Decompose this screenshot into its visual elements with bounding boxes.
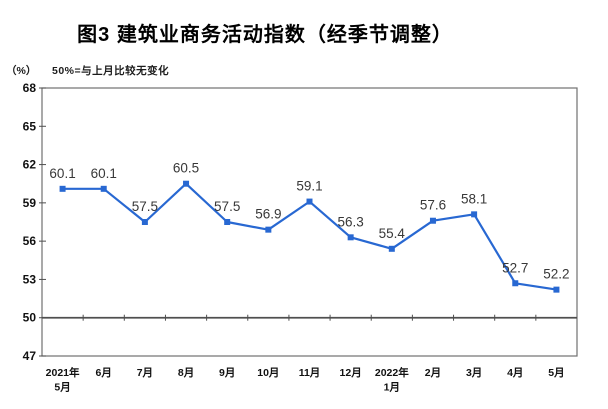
data-point-marker: [429, 217, 436, 224]
value-label: 60.1: [91, 166, 117, 181]
x-axis-label: 11月: [299, 367, 321, 379]
y-axis-tick-label: 62: [23, 158, 37, 172]
value-label: 60.5: [173, 161, 199, 176]
plot-frame: [41, 87, 578, 357]
data-point-marker: [183, 180, 190, 187]
chart-title: 图3 建筑业商务活动指数（经季节调整）: [77, 24, 453, 46]
data-point-marker: [224, 219, 231, 225]
value-label: 57.5: [214, 199, 240, 214]
x-axis-label: 4月: [507, 367, 523, 379]
data-point-marker: [512, 280, 519, 287]
y-axis-tick-label: 50: [23, 311, 37, 325]
reference-note: 50%=与上月比较无变化: [52, 65, 170, 77]
line-chart: 68 65 62 59 56 53 50 47 60.1 60.1 57.5 60.5 57.5 56.9…: [23, 81, 578, 394]
data-point-marker: [306, 198, 313, 205]
data-point-marker: [388, 245, 395, 252]
value-label: 56.3: [338, 214, 364, 229]
x-axis-label: 3月: [466, 367, 482, 379]
x-axis-label: 10月: [257, 367, 279, 379]
x-axis-label: 12月: [340, 367, 362, 379]
data-point-marker: [471, 211, 478, 218]
value-label: 60.1: [49, 166, 75, 181]
data-point-marker: [347, 234, 354, 241]
value-label: 58.1: [461, 191, 487, 206]
x-axis-label: 2022年: [375, 366, 409, 379]
y-axis-unit-label: （%）: [6, 65, 37, 77]
data-point-marker: [265, 226, 272, 233]
y-axis-tick-label: 68: [23, 81, 37, 95]
x-axis-label: 8月: [178, 367, 194, 379]
x-axis-label: 7月: [137, 367, 153, 379]
value-label: 52.7: [502, 260, 528, 275]
value-label: 59.1: [296, 179, 322, 194]
x-axis-label: 5月: [548, 367, 564, 379]
x-axis-label: 2月: [425, 367, 441, 379]
y-axis-tick-label: 56: [23, 234, 37, 248]
x-axis-label: 2021年: [46, 366, 80, 379]
y-axis-tick-label: 53: [23, 272, 37, 286]
value-label: 56.9: [255, 207, 281, 222]
value-label: 55.4: [379, 226, 406, 241]
data-point-marker: [553, 286, 560, 293]
y-axis-tick-label: 65: [23, 119, 37, 133]
data-point-marker: [100, 185, 107, 192]
data-point-marker: [59, 185, 66, 192]
x-axis-label: 9月: [219, 367, 235, 379]
x-axis-label: 1月: [384, 382, 400, 394]
value-label: 57.6: [420, 198, 446, 213]
data-point-marker: [141, 219, 148, 225]
value-label: 52.2: [543, 267, 569, 282]
y-axis-tick-label: 59: [23, 196, 37, 210]
x-axis-label: 5月: [54, 382, 70, 394]
axis-meta-row: （%） 50%=与上月比较无变化: [0, 63, 608, 77]
value-label: 57.5: [132, 199, 158, 214]
x-axis-label: 6月: [96, 367, 112, 379]
y-axis-tick-label: 47: [23, 349, 37, 363]
